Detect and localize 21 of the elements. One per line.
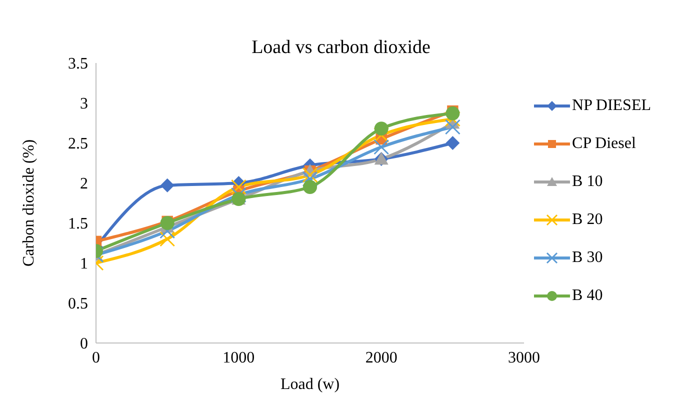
x-tick-label: 3000	[508, 349, 540, 366]
y-tick-label: 3.5	[68, 56, 88, 73]
legend-label: NP DIESEL	[572, 96, 651, 114]
x-tick-label: 0	[92, 349, 100, 366]
legend-label: B 20	[572, 210, 603, 228]
x-tick-label: 1000	[222, 349, 255, 366]
chart-title: Load vs carbon dioxide	[252, 37, 430, 58]
y-axis-title: Carbon dioxide (%)	[20, 139, 38, 267]
legend-label: B 40	[572, 286, 603, 304]
legend-label: B 30	[572, 248, 603, 266]
y-tick-label: 2	[80, 176, 88, 193]
x-tick-label: 2000	[365, 349, 398, 366]
x-axis-title: Load (w)	[280, 376, 340, 393]
y-tick-label: 1.5	[68, 216, 88, 233]
y-tick-label: 3	[80, 96, 88, 113]
y-tick-label: 2.5	[68, 136, 88, 153]
y-tick-label: 1	[80, 256, 88, 273]
legend-label: CP Diesel	[572, 134, 636, 152]
y-tick-label: 0	[80, 336, 88, 353]
legend-label: B 10	[572, 172, 603, 190]
y-tick-label: 0.5	[68, 296, 88, 313]
